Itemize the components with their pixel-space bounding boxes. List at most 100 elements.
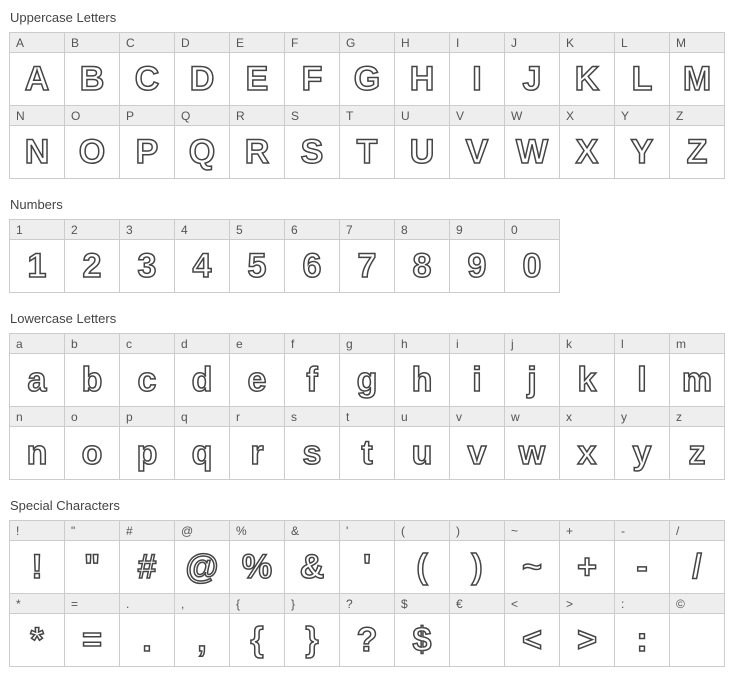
glyph-cell-label: B (65, 33, 119, 53)
glyph-cell: YY (614, 105, 670, 179)
glyph-cell-glyph: l (615, 354, 669, 406)
glyph-outline: G (354, 60, 380, 99)
glyph-grid: !!""##@@%%&&''(())~~++--//**==..,,{{}}??… (10, 521, 738, 667)
glyph-cell-glyph: F (285, 53, 339, 105)
glyph-cell-glyph: e (230, 354, 284, 406)
glyph-cell-label: H (395, 33, 449, 53)
glyph-outline: N (25, 133, 50, 172)
glyph-outline: 6 (303, 247, 322, 286)
glyph-outline: X (576, 133, 599, 172)
glyph-cell-glyph: ) (450, 541, 504, 593)
glyph-outline: % (242, 548, 272, 587)
glyph-cell-label: + (560, 521, 614, 541)
glyph-cell: :: (614, 593, 670, 667)
glyph-cell-label: F (285, 33, 339, 53)
glyph-cell-glyph: b (65, 354, 119, 406)
glyph-cell-label: Q (175, 106, 229, 126)
glyph-outline: R (245, 133, 270, 172)
glyph-grid: 11223344556677889900 (10, 220, 738, 293)
section-title: Uppercase Letters (10, 10, 738, 25)
glyph-cell-glyph: v (450, 427, 504, 479)
glyph-outline: S (301, 133, 324, 172)
glyph-cell-glyph: B (65, 53, 119, 105)
glyph-cell-glyph: n (10, 427, 64, 479)
glyph-outline: r (250, 434, 263, 473)
glyph-outline: U (410, 133, 435, 172)
glyph-cell-label: . (120, 594, 174, 614)
glyph-cell-label: Y (615, 106, 669, 126)
glyph-cell-glyph: G (340, 53, 394, 105)
glyph-cell-glyph: U (395, 126, 449, 178)
glyph-cell-glyph: Y (615, 126, 669, 178)
glyph-outline: D (190, 60, 215, 99)
glyph-cell-glyph: D (175, 53, 229, 105)
glyph-cell-glyph: T (340, 126, 394, 178)
glyph-cell: uu (394, 406, 450, 480)
glyph-cell: "" (64, 520, 120, 594)
glyph-outline: , (197, 621, 206, 660)
glyph-cell-label: % (230, 521, 284, 541)
glyph-cell-glyph: Q (175, 126, 229, 178)
glyph-outline: h (412, 361, 433, 400)
glyph-cell-label: n (10, 407, 64, 427)
glyph-cell-glyph: p (120, 427, 174, 479)
glyph-outline: F (302, 60, 323, 99)
glyph-cell-glyph: O (65, 126, 119, 178)
glyph-cell: GG (339, 32, 395, 106)
glyph-cell-label: - (615, 521, 669, 541)
glyph-cell: 33 (119, 219, 175, 293)
glyph-cell: NN (9, 105, 65, 179)
glyph-cell-label: } (285, 594, 339, 614)
glyph-cell-label: E (230, 33, 284, 53)
glyph-outline: g (357, 361, 378, 400)
glyph-cell-label: C (120, 33, 174, 53)
glyph-outline: $ (413, 621, 432, 660)
glyph-cell-label: / (670, 521, 724, 541)
glyph-cell-label: p (120, 407, 174, 427)
section-title: Numbers (10, 197, 738, 212)
section: Lowercase Lettersaabbccddeeffgghhiijjkkl… (10, 311, 738, 480)
glyph-outline: A (25, 60, 50, 99)
glyph-cell-label: k (560, 334, 614, 354)
glyph-cell: LL (614, 32, 670, 106)
glyph-cell-glyph: , (175, 614, 229, 666)
glyph-outline: B (80, 60, 105, 99)
glyph-cell-glyph: t (340, 427, 394, 479)
glyph-cell-label: ~ (505, 521, 559, 541)
glyph-cell-label: w (505, 407, 559, 427)
glyph-cell-glyph: H (395, 53, 449, 105)
glyph-cell-glyph: . (120, 614, 174, 666)
glyph-cell: EE (229, 32, 285, 106)
glyph-cell-label: i (450, 334, 504, 354)
glyph-cell-label: M (670, 33, 724, 53)
glyph-cell-glyph: 9 (450, 240, 504, 292)
glyph-cell-label: $ (395, 594, 449, 614)
glyph-cell-glyph: f (285, 354, 339, 406)
glyph-cell-label: L (615, 33, 669, 53)
glyph-cell: QQ (174, 105, 230, 179)
glyph-cell-glyph: 0 (505, 240, 559, 292)
glyph-cell: bb (64, 333, 120, 407)
glyph-cell: UU (394, 105, 450, 179)
glyph-outline: ~ (522, 548, 542, 587)
glyph-cell-label: V (450, 106, 504, 126)
glyph-cell-label: 0 (505, 220, 559, 240)
glyph-cell-glyph: c (120, 354, 174, 406)
glyph-cell: mm (669, 333, 725, 407)
glyph-outline: W (516, 133, 548, 172)
glyph-outline: 7 (358, 247, 377, 286)
glyph-cell-label: 7 (340, 220, 394, 240)
glyph-cell: hh (394, 333, 450, 407)
glyph-outline: Q (189, 133, 215, 172)
glyph-grid: aabbccddeeffgghhiijjkkllmmnnooppqqrrsstt… (10, 334, 738, 480)
glyph-cell-label: h (395, 334, 449, 354)
glyph-cell-label: 1 (10, 220, 64, 240)
glyph-cell-glyph: z (670, 427, 724, 479)
glyph-cell-glyph: d (175, 354, 229, 406)
glyph-outline: o (82, 434, 103, 473)
glyph-cell: XX (559, 105, 615, 179)
glyph-outline: } (305, 621, 318, 660)
glyph-outline: ? (357, 621, 378, 660)
glyph-outline: s (303, 434, 322, 473)
glyph-cell-glyph: a (10, 354, 64, 406)
